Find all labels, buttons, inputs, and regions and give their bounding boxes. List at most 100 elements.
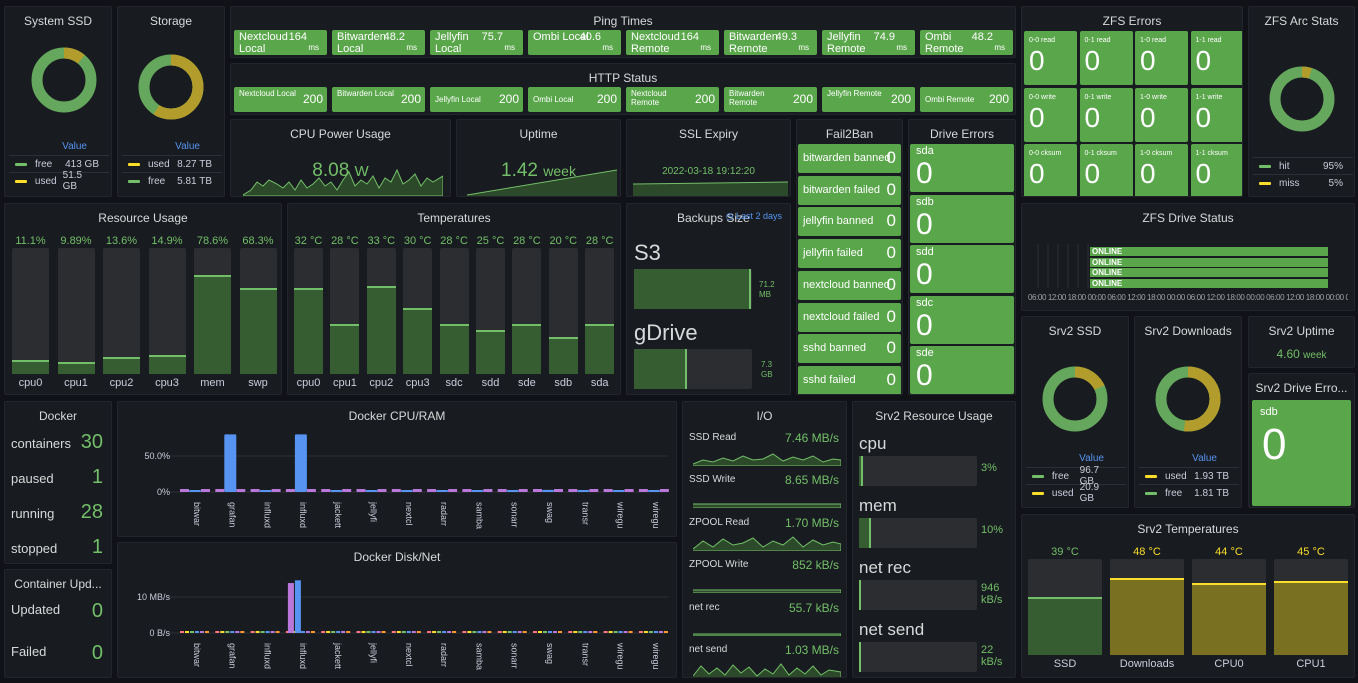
resource-usage-panel[interactable]: Resource Usage 11.1% cpu0 9.89% cpu1 13.6% cp… xyxy=(4,203,282,395)
bar-fill xyxy=(103,357,140,374)
tile-value: 200 xyxy=(596,92,617,106)
drive-errors-panel[interactable]: Drive Errors sda 0 sdb 0 sdd 0 sdc 0 sde 0 xyxy=(908,119,1016,395)
ram-bar xyxy=(201,489,210,492)
ssl-expiry-panel[interactable]: SSL Expiry 2022-03-18 19:12:20 xyxy=(626,119,791,197)
bar-fill xyxy=(57,362,95,374)
time-range-badge[interactable]: ◷ Last 2 days xyxy=(725,211,782,221)
docker-disk-net-panel[interactable]: Docker Disk/Net 10 MB/s 0 B/s bitwar grafan… xyxy=(117,542,677,678)
bar-track xyxy=(330,248,360,374)
cpu-power-panel[interactable]: CPU Power Usage 8.08 W xyxy=(230,119,451,197)
ping-times-panel[interactable]: Ping Times Nextcloud Local 164 ms Bitwarden… xyxy=(230,6,1016,58)
bar-track xyxy=(476,248,505,374)
bar-label: swp xyxy=(248,377,268,389)
bar-label: cpu3 xyxy=(155,377,179,389)
srv2-resource-value: 10% xyxy=(981,524,1004,536)
srv2-resource-panel[interactable]: Srv2 Resource Usage cpu 3% mem 10% net rec 94… xyxy=(852,401,1016,678)
io-bar xyxy=(618,631,623,633)
io-bar xyxy=(507,631,512,633)
bar-track xyxy=(585,248,615,374)
system-ssd-donut xyxy=(31,47,97,113)
zfs-status-row: ONLINE xyxy=(1090,247,1328,256)
bar-label: cpu2 xyxy=(369,377,394,389)
ram-bar xyxy=(215,489,225,492)
tile-value: 164 xyxy=(680,31,699,43)
srv2-resource-gauge xyxy=(859,518,977,548)
ram-bar xyxy=(412,489,422,492)
srv2-downloads-panel[interactable]: Srv2 Downloads Value used 1.93 TB free 1.8… xyxy=(1134,316,1242,508)
zfs-error-tile: 1-0 cksum 0 xyxy=(1135,144,1188,196)
srv2-uptime-panel[interactable]: Srv2 Uptime 4.60 week xyxy=(1248,316,1355,368)
ram-bar xyxy=(659,489,669,492)
legend-value: 5% xyxy=(1328,177,1343,189)
update-stat-label: Failed xyxy=(11,644,47,659)
fail2ban-tile: sshd banned 0 xyxy=(798,334,901,364)
http-status-panel[interactable]: HTTP Status Nextcloud Local 200 Bitwarden … xyxy=(230,63,1016,115)
ping-tile: Jellyfin Local 75.7 ms xyxy=(430,30,523,55)
panel-title: Srv2 Resource Usage xyxy=(875,409,993,423)
drive-error-tile: sda 0 xyxy=(910,144,1014,192)
io-sparkline xyxy=(693,536,841,551)
panel-title: Srv2 Uptime xyxy=(1268,324,1335,338)
zfs-error-tile: 0-1 write 0 xyxy=(1079,87,1133,142)
ping-tile: Nextcloud Remote 164 ms xyxy=(626,30,719,55)
bar-label: cpu0 xyxy=(18,377,43,389)
panel-title: HTTP Status xyxy=(588,71,658,85)
srv2-ssd-panel[interactable]: Srv2 SSD Value free 96.7 GB used 20.9 GB xyxy=(1021,316,1129,508)
gauge-fill xyxy=(859,456,863,486)
zfs-status-row: ONLINE xyxy=(1090,257,1328,267)
http-tile: Nextcloud Local 200 xyxy=(234,87,327,112)
docker-panel[interactable]: Docker containers 30 paused 1 running 28 stopp… xyxy=(4,401,112,564)
tile-unit: ms xyxy=(896,43,907,52)
tile-value: 49.3 xyxy=(775,31,797,43)
zfs-drive-status-panel[interactable]: ZFS Drive Status ONLINE ONLINE ONLINE ONLIN… xyxy=(1021,203,1355,311)
storage-used-arc xyxy=(138,54,204,120)
tile-value: 48.2 xyxy=(383,31,405,43)
system-ssd-panel[interactable]: System SSD Value free 413 GB used 51.5 GB xyxy=(4,6,112,197)
temperatures-panel[interactable]: Temperatures 32 °C cpu0 28 °C cpu1 33 °C cpu2… xyxy=(287,203,621,395)
bar-fill xyxy=(512,324,542,374)
bar-track xyxy=(439,248,469,374)
backups-size-panel[interactable]: Backups Size ◷ Last 2 days S3 71.2 MB gDr… xyxy=(626,203,791,395)
storage-panel[interactable]: Storage Value used 8.27 TB free 5.81 TB xyxy=(117,6,225,197)
srv2-drive-errors-panel[interactable]: Srv2 Drive Erro... sdb 0 xyxy=(1248,373,1355,508)
uptime-panel[interactable]: Uptime 1.42 week xyxy=(456,119,621,197)
zfs-errors-panel[interactable]: ZFS Errors 0-0 read 0 0-1 read 0 1-0 read 0 1-… xyxy=(1021,6,1243,197)
x-tick: influxd xyxy=(298,643,308,669)
http-tile: Ombi Local 200 xyxy=(528,87,621,112)
panel-title: Srv2 Downloads xyxy=(1144,324,1232,338)
x-tick: jackett xyxy=(333,501,343,529)
http-tile: Bitwarden Local 200 xyxy=(332,87,425,112)
docker-cpu-ram-panel[interactable]: Docker CPU/RAM 50.0% 0% bitwar grafan influx… xyxy=(117,401,677,537)
tile-label: Nextcloud Local xyxy=(239,89,296,98)
bar-label: sda xyxy=(590,377,609,389)
io-bar xyxy=(230,631,235,633)
zfs-arc-panel[interactable]: ZFS Arc Stats hit 95% miss 5% xyxy=(1248,6,1355,197)
bar-value: 30 °C xyxy=(403,235,432,247)
bar-label: cpu0 xyxy=(296,377,321,389)
srv2-resource-gauge xyxy=(859,456,977,486)
container-updates-panel[interactable]: Container Upd... Updated 0 Failed 0 xyxy=(4,569,112,678)
bar-value: 48 °C xyxy=(1133,546,1161,558)
fail2ban-tile: jellyfin banned 0 xyxy=(798,207,901,237)
cpu-power-value: 8.08 W xyxy=(312,160,369,181)
ram-bar xyxy=(356,489,366,492)
srv2-uptime-value: 4.60 week xyxy=(1276,347,1327,361)
bar-fill xyxy=(12,360,49,374)
bar-value: 11.1% xyxy=(15,235,46,247)
srv2-downloads-legend: Value used 1.93 TB free 1.81 TB xyxy=(1139,453,1239,501)
y-tick: 10 MB/s xyxy=(137,592,171,602)
io-panel[interactable]: I/O SSD Read 7.46 MB/s SSD Write 8.65 MB/s Z… xyxy=(682,401,847,678)
docker-disk-chart: 10 MB/s 0 B/s bitwar grafan influxd influxd ja… xyxy=(137,580,668,670)
panel-title: SSL Expiry xyxy=(679,127,738,141)
io-bar xyxy=(336,631,341,633)
x-tick: swag xyxy=(545,643,555,664)
bar-label: sdd xyxy=(481,377,500,389)
io-bar xyxy=(533,631,537,633)
srv2-temperatures-panel[interactable]: Srv2 Temperatures 39 °C SSD 48 °C Downloads… xyxy=(1021,514,1355,678)
io-bar xyxy=(366,631,371,633)
fail2ban-panel[interactable]: Fail2Ban bitwarden banned 0 bitwarden fail… xyxy=(796,119,903,395)
io-sparkline xyxy=(693,633,841,636)
io-value: 1.70 MB/s xyxy=(784,515,839,530)
legend-value: 1.81 TB xyxy=(1194,487,1229,499)
io-sparkline xyxy=(693,503,841,509)
